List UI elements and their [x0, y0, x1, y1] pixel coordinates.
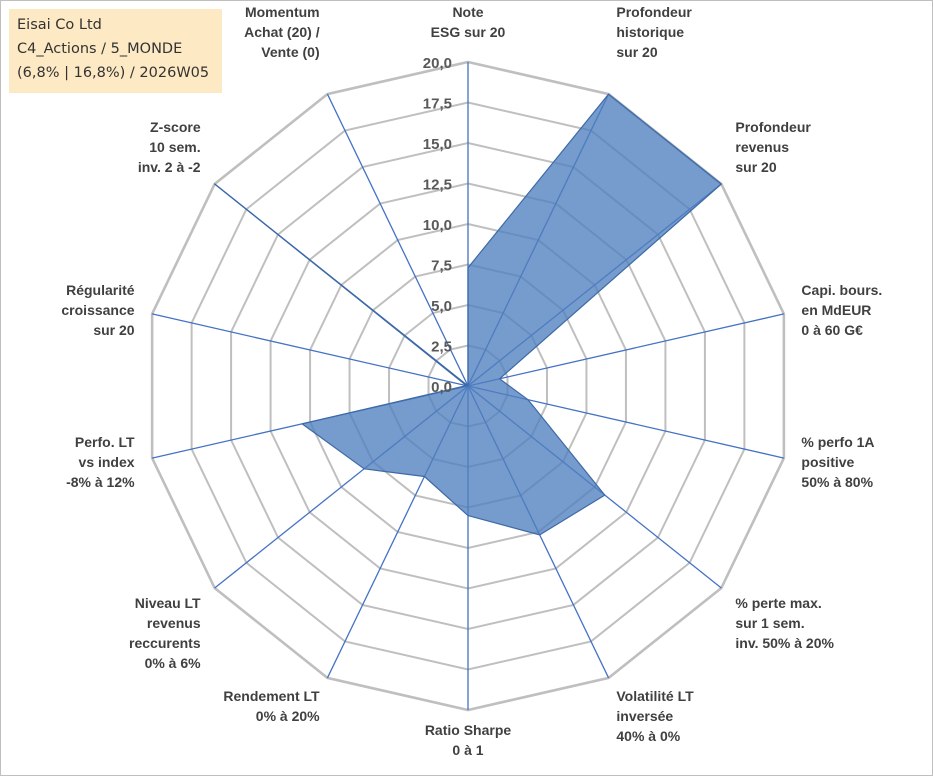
- category-label: Rendement LT 0% à 20%: [223, 688, 320, 724]
- tick-label: 10,0: [423, 217, 452, 234]
- tick-label: 20,0: [423, 55, 452, 72]
- radar-series: [214, 93, 722, 536]
- category-label: Capi. bours. en MdEUR 0 à 60 G€: [801, 282, 882, 338]
- info-period: (6,8% | 16,8%) / 2026W05: [17, 65, 210, 81]
- info-box: Eisai Co Ltd C4_Actions / 5_MONDE (6,8% …: [9, 9, 222, 93]
- category-label: Profondeur historique sur 20: [616, 4, 692, 60]
- axis-spoke: [467, 313, 785, 387]
- axis-spoke: [326, 93, 469, 387]
- category-label: Perfo. LT vs index -8% à 12%: [66, 434, 135, 490]
- category-label: Régularité croissance sur 20: [61, 282, 134, 338]
- series-area: [214, 93, 722, 536]
- tick-label: 5,0: [431, 298, 452, 315]
- radar-axis-labels: Note ESG sur 20 Profondeur historique sur 20…: [61, 4, 882, 758]
- category-label: % perfo 1A positive 50% à 80%: [801, 434, 874, 490]
- category-label: Ratio Sharpe 0 à 1: [425, 722, 512, 758]
- info-company-name: Eisai Co Ltd: [17, 17, 102, 33]
- category-label: Niveau LT revenus reccurents 0% à 6%: [129, 595, 201, 671]
- tick-label: 0,0: [431, 379, 452, 396]
- tick-label: 15,0: [423, 136, 452, 153]
- category-label: Profondeur revenus sur 20: [735, 119, 811, 175]
- tick-label: 12,5: [423, 177, 452, 194]
- category-label: Volatilité LT inversée 40% à 0%: [616, 688, 694, 744]
- radar-tick-labels: 0,0 2,5 5,0 7,5 10,0 12,5 15,0 17,5 20,0: [423, 55, 452, 396]
- tick-label: 7,5: [431, 258, 452, 275]
- category-label: % perte max. sur 1 sem. inv. 50% à 20%: [735, 595, 834, 651]
- category-label: Note ESG sur 20: [431, 4, 506, 40]
- tick-label: 2,5: [431, 339, 452, 356]
- info-category: C4_Actions / 5_MONDE: [17, 41, 183, 57]
- category-label: Z-score 10 sem. inv. 2 à -2: [138, 119, 201, 175]
- tick-label: 17,5: [423, 96, 452, 113]
- category-label: Momentum Achat (20) / Vente (0): [244, 4, 320, 60]
- axis-spoke: [151, 313, 469, 387]
